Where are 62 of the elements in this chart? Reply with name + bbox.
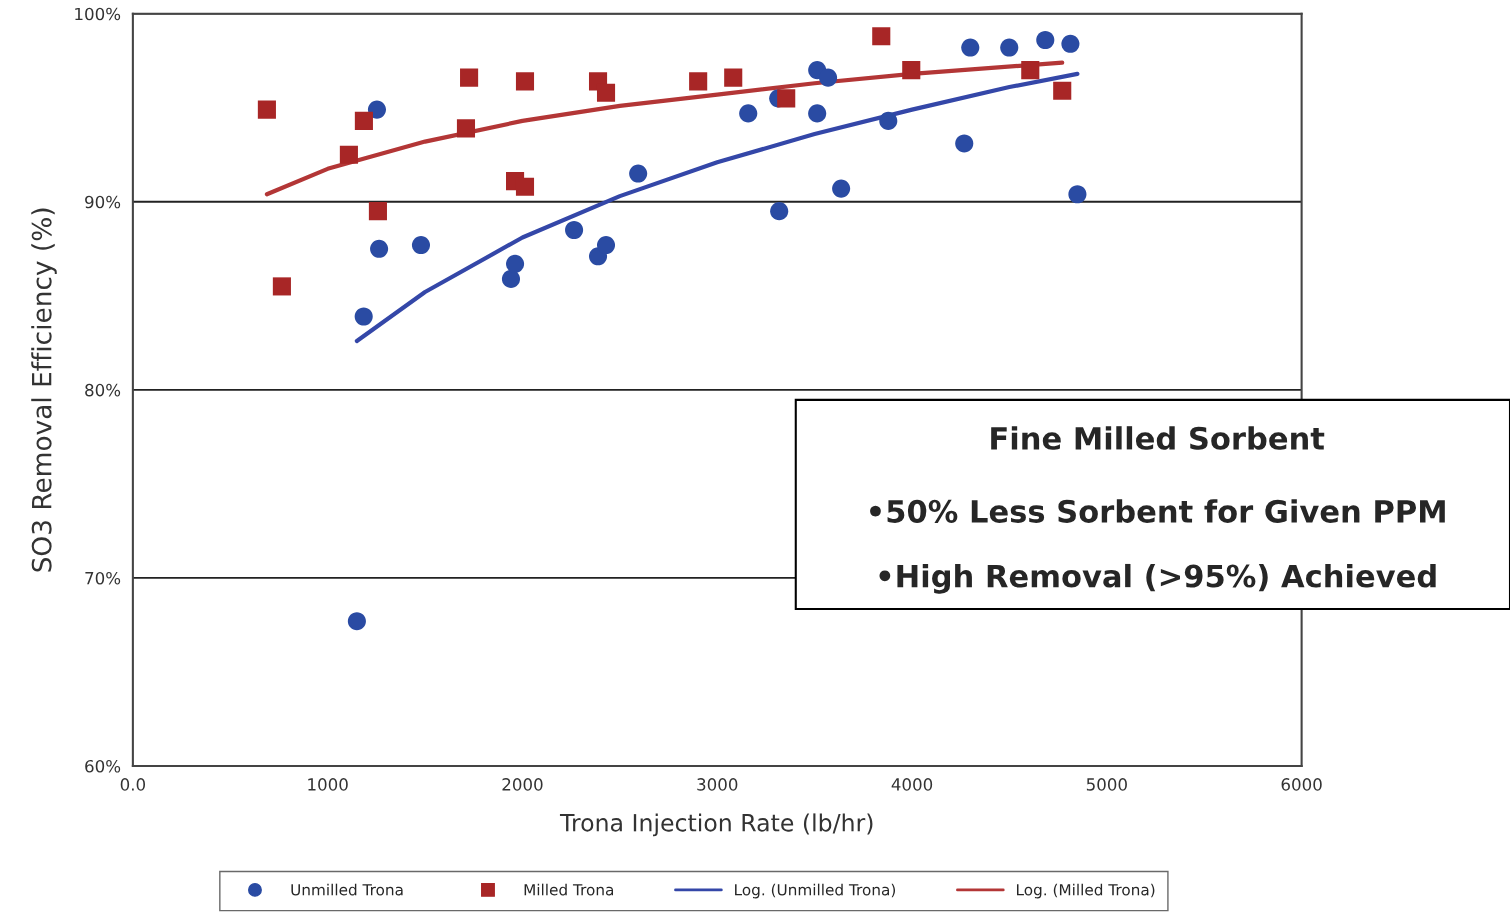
point [724,68,743,87]
point [339,145,358,164]
annotation: •50% Less Sorbent for Given PPM [870,499,1445,523]
point [879,111,898,130]
point [872,27,891,46]
point [596,235,616,255]
legend-label: Unmilled Trona [291,883,403,896]
point [689,72,708,91]
x-tick-label: 5000 [1086,778,1127,791]
point [565,220,584,240]
point [354,111,373,130]
point [596,83,616,102]
x-tick-label: 4000 [891,778,933,791]
point [515,72,535,91]
point [777,89,796,108]
x-tick-label: 1000 [308,778,348,791]
y-tick-label: 90% [85,195,121,209]
point [515,177,535,196]
point [1000,38,1019,57]
legend-label: Log. (Unmilled Trona) [735,883,896,899]
point [456,119,476,138]
x-axis-title: Trona Injection Rate (lb/hr) [559,813,873,837]
point [506,254,525,273]
point [257,100,276,119]
point [902,61,921,80]
x-tick-label: 3000 [697,778,738,791]
annotation: •High Removal (>95%) Achieved [879,563,1436,594]
point [819,68,838,87]
point [370,239,389,258]
y-tick-label: 100% [75,7,121,21]
point [272,277,291,296]
legend-label: Log. (Milled Trona) [1016,883,1155,899]
point [501,269,521,288]
point [832,179,851,198]
y-tick-label: 70% [85,571,121,585]
y-tick-label: 60% [85,759,121,773]
point [1068,185,1087,204]
point [1061,34,1080,53]
line-series [354,71,1080,344]
point [367,100,387,119]
legend-label: Milled Trona [524,883,614,896]
point [955,134,974,153]
point [739,104,758,123]
x-tick-label: 6000 [1281,778,1322,791]
annotation: Fine Milled Sorbent [991,426,1325,450]
point [354,307,373,326]
y-axis-title: SO3 Removal Efficiency (%) [31,208,57,572]
x-tick-label: 2000 [502,778,543,791]
point [1021,61,1040,80]
point [961,38,980,57]
point [460,68,479,87]
point [770,202,789,221]
point [1036,30,1055,50]
point [368,202,387,221]
point [411,235,431,255]
x-tick-label: 0.0 [120,778,146,791]
y-tick-label: 80% [85,383,121,397]
point [347,612,366,631]
point [1053,81,1072,100]
line-series [264,60,1065,197]
point [808,104,827,123]
point [629,164,648,183]
